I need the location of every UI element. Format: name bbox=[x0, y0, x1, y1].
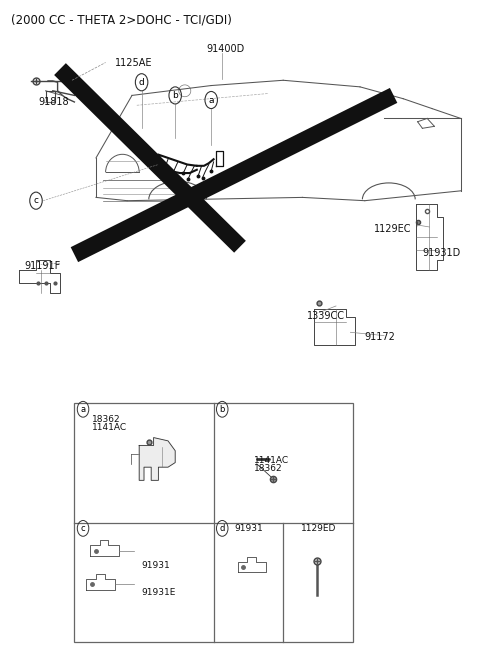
Text: 1129ED: 1129ED bbox=[300, 524, 336, 533]
Polygon shape bbox=[139, 438, 175, 480]
Text: 91931: 91931 bbox=[142, 561, 170, 570]
Text: (2000 CC - THETA 2>DOHC - TCI/GDI): (2000 CC - THETA 2>DOHC - TCI/GDI) bbox=[11, 13, 231, 26]
Text: b: b bbox=[172, 91, 178, 100]
Text: 1339CC: 1339CC bbox=[307, 311, 345, 321]
Text: a: a bbox=[208, 95, 214, 105]
Text: 91818: 91818 bbox=[38, 97, 69, 107]
Text: 1125AE: 1125AE bbox=[115, 57, 153, 68]
Text: 91172: 91172 bbox=[365, 332, 396, 342]
Text: 91400D: 91400D bbox=[206, 44, 245, 55]
Text: b: b bbox=[219, 405, 225, 414]
Text: c: c bbox=[34, 196, 38, 205]
Bar bbox=[74, 403, 353, 642]
Text: d: d bbox=[219, 524, 225, 533]
Text: 91931D: 91931D bbox=[422, 248, 461, 259]
Text: 91931: 91931 bbox=[234, 524, 263, 533]
Text: 1141AC: 1141AC bbox=[92, 423, 127, 432]
Text: c: c bbox=[81, 524, 85, 533]
Text: a: a bbox=[81, 405, 85, 414]
Text: d: d bbox=[139, 78, 144, 87]
Text: 1129EC: 1129EC bbox=[374, 224, 412, 234]
Text: 18362: 18362 bbox=[254, 464, 283, 473]
Text: 18362: 18362 bbox=[92, 415, 121, 424]
Text: 91931E: 91931E bbox=[142, 588, 176, 597]
Text: 1141AC: 1141AC bbox=[254, 456, 289, 465]
Text: 91191F: 91191F bbox=[24, 261, 60, 272]
